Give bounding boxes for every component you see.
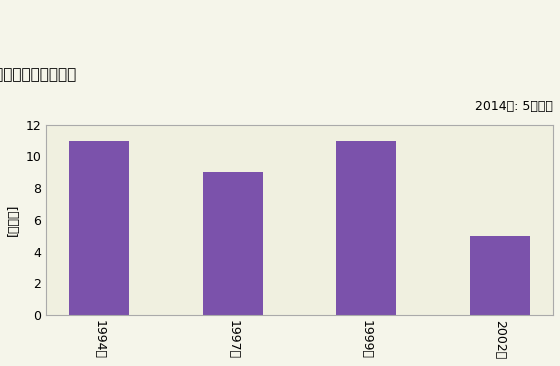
Text: 商業の事業所数の推移: 商業の事業所数の推移 (0, 67, 77, 82)
Text: 2014年: 5事業所: 2014年: 5事業所 (475, 100, 553, 113)
Bar (203, 172, 263, 315)
Y-axis label: [事業所]: [事業所] (7, 203, 20, 236)
Bar (337, 141, 396, 315)
Bar (69, 141, 129, 315)
Bar (470, 236, 530, 315)
